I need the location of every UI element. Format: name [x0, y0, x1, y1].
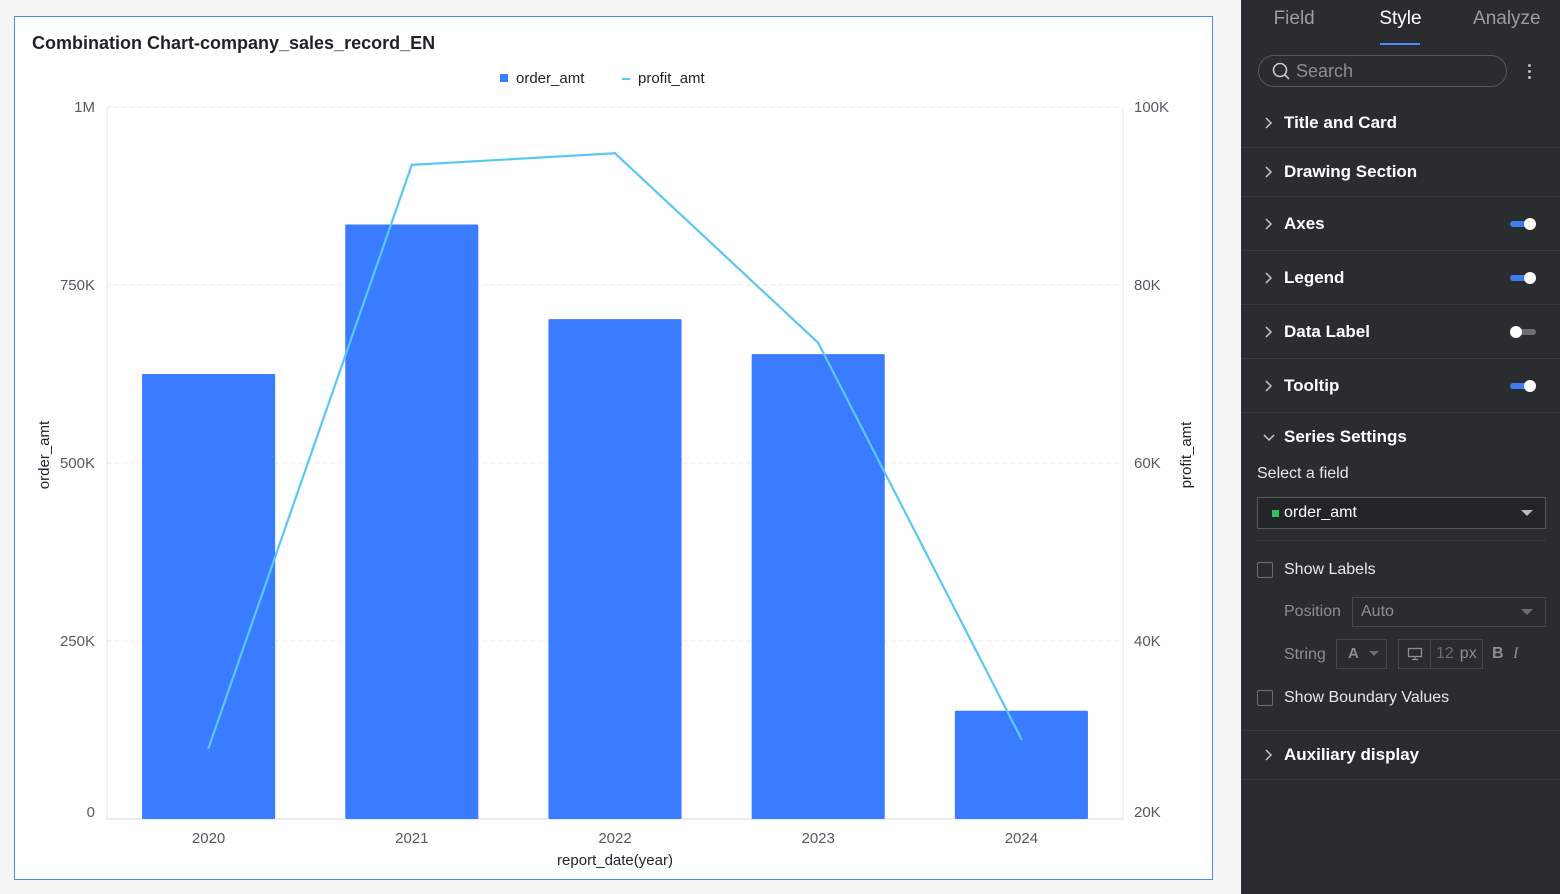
y2-tick-label: 60K [1134, 455, 1161, 472]
chevron-right-icon [1265, 749, 1273, 761]
bold-button[interactable]: B [1492, 645, 1504, 662]
y2-tick-label: 40K [1134, 633, 1161, 650]
bar-2023 [751, 354, 885, 819]
field-color-swatch [1272, 509, 1279, 517]
profit-point-2024 [1020, 737, 1023, 741]
section-legend[interactable]: Legend [1241, 251, 1560, 305]
italic-button[interactable]: I [1513, 645, 1519, 662]
x-tick-label: 2022 [598, 830, 631, 847]
section-label: Tooltip [1284, 375, 1340, 395]
section-label: Series Settings [1284, 427, 1407, 446]
legend-toggle[interactable] [1510, 271, 1536, 284]
position-select[interactable]: Auto [1352, 597, 1546, 627]
show-boundary-values-row[interactable]: Show Boundary Values [1257, 689, 1449, 707]
show-labels-row[interactable]: Show Labels [1257, 561, 1376, 579]
section-data-label[interactable]: Data Label [1241, 305, 1560, 359]
bar-2024 [954, 710, 1088, 819]
legend-label-profit-amt: profit_amt [638, 70, 706, 87]
series-settings-header[interactable]: Series Settings [1241, 425, 1560, 451]
tooltip-toggle[interactable] [1510, 379, 1536, 392]
show-labels-checkbox[interactable] [1257, 562, 1273, 578]
font-size-unit: px [1459, 645, 1477, 662]
chevron-right-icon [1265, 271, 1273, 284]
field-select-value: order_amt [1284, 504, 1357, 521]
more-options-icon[interactable] [1521, 59, 1537, 83]
section-tooltip[interactable]: Tooltip [1241, 359, 1560, 413]
y-tick-label: 250K [60, 633, 95, 650]
y-tick-label: 750K [60, 277, 95, 294]
field-select[interactable]: order_amt [1257, 497, 1546, 529]
profit-point-2022 [613, 152, 617, 155]
section-label: Data Label [1284, 321, 1370, 341]
y-tick-label: 0 [87, 804, 95, 821]
x-axis-title: report_date(year) [557, 852, 673, 869]
tab-style[interactable]: Style [1347, 0, 1453, 45]
data-label-toggle[interactable] [1510, 325, 1536, 338]
caret-down-icon [1521, 510, 1533, 516]
profit-point-2020 [207, 746, 210, 749]
y2-tick-label: 100K [1134, 99, 1169, 116]
show-boundary-values-label: Show Boundary Values [1284, 689, 1450, 706]
position-label: Position [1284, 603, 1341, 620]
profit-point-2023 [817, 341, 820, 345]
section-axes[interactable]: Axes [1241, 197, 1560, 251]
y-tick-label: 1M [74, 99, 95, 116]
combination-chart[interactable]: 0 250K 500K 750K 1M 20K 40K 60K 80K 100K 2020 2021 2… [15, 17, 1214, 881]
tab-field[interactable]: Field [1273, 8, 1315, 29]
search-icon [1272, 62, 1290, 80]
chevron-right-icon [1265, 325, 1273, 338]
section-label: Axes [1284, 213, 1325, 233]
monitor-icon [1399, 640, 1431, 668]
chevron-right-icon [1265, 379, 1273, 392]
chevron-right-icon [1265, 116, 1273, 129]
y-axis-title: order_amt [36, 420, 53, 489]
x-tick-label: 2021 [395, 830, 428, 847]
caret-down-icon [1369, 651, 1379, 656]
y2-tick-label: 20K [1134, 804, 1161, 821]
section-label: Legend [1284, 267, 1345, 287]
font-color-select[interactable]: A [1336, 639, 1387, 669]
legend-swatch-order-amt [500, 74, 508, 82]
chart-card[interactable]: 0 250K 500K 750K 1M 20K 40K 60K 80K 100K 2020 2021 2… [14, 16, 1213, 880]
show-labels-label: Show Labels [1284, 561, 1376, 578]
bar-2021 [345, 224, 479, 820]
section-label: Title and Card [1284, 112, 1398, 132]
chart-title: Combination Chart-company_sales_record_E… [32, 33, 436, 53]
section-label: Auxiliary display [1284, 745, 1420, 764]
show-boundary-values-checkbox[interactable] [1257, 690, 1273, 706]
font-size-input[interactable]: 12 px [1398, 639, 1483, 669]
search-input[interactable] [1296, 60, 1496, 82]
legend-label-order-amt: order_amt [516, 70, 585, 87]
font-color-glyph: A [1348, 645, 1359, 662]
canvas-area: 0 250K 500K 750K 1M 20K 40K 60K 80K 100K 2020 2021 2… [14, 16, 1213, 880]
bar-2022 [548, 319, 682, 819]
y-tick-label: 500K [60, 455, 95, 472]
search-box[interactable] [1258, 55, 1507, 87]
tab-analyze[interactable]: Analyze [1473, 8, 1541, 29]
select-field-label: Select a field [1257, 465, 1349, 482]
chevron-down-icon [1263, 434, 1275, 442]
divider [1257, 540, 1546, 541]
chevron-right-icon [1265, 217, 1273, 230]
position-select-value: Auto [1361, 603, 1394, 620]
y2-tick-label: 80K [1134, 277, 1161, 294]
axes-toggle[interactable] [1510, 217, 1536, 230]
y2-axis-title: profit_amt [1178, 421, 1195, 489]
panel-tabs: Field Style Analyze [1241, 0, 1560, 45]
chevron-right-icon [1265, 166, 1273, 178]
section-auxiliary-display[interactable]: Auxiliary display [1241, 731, 1560, 780]
style-panel: Field Style Analyze Title and Card Drawi… [1241, 0, 1560, 894]
x-tick-label: 2020 [192, 830, 225, 847]
string-label: String [1284, 646, 1326, 663]
section-drawing-section[interactable]: Drawing Section [1241, 148, 1560, 197]
profit-point-2021 [410, 163, 413, 167]
section-title-and-card[interactable]: Title and Card [1241, 98, 1560, 148]
x-tick-label: 2024 [1005, 830, 1038, 847]
section-series-settings: Series Settings [1241, 413, 1560, 731]
x-tick-label: 2023 [802, 830, 835, 847]
caret-down-icon [1521, 609, 1533, 615]
section-label: Drawing Section [1284, 162, 1418, 181]
font-size-value: 12 [1436, 645, 1454, 662]
bar-2020 [142, 374, 276, 819]
